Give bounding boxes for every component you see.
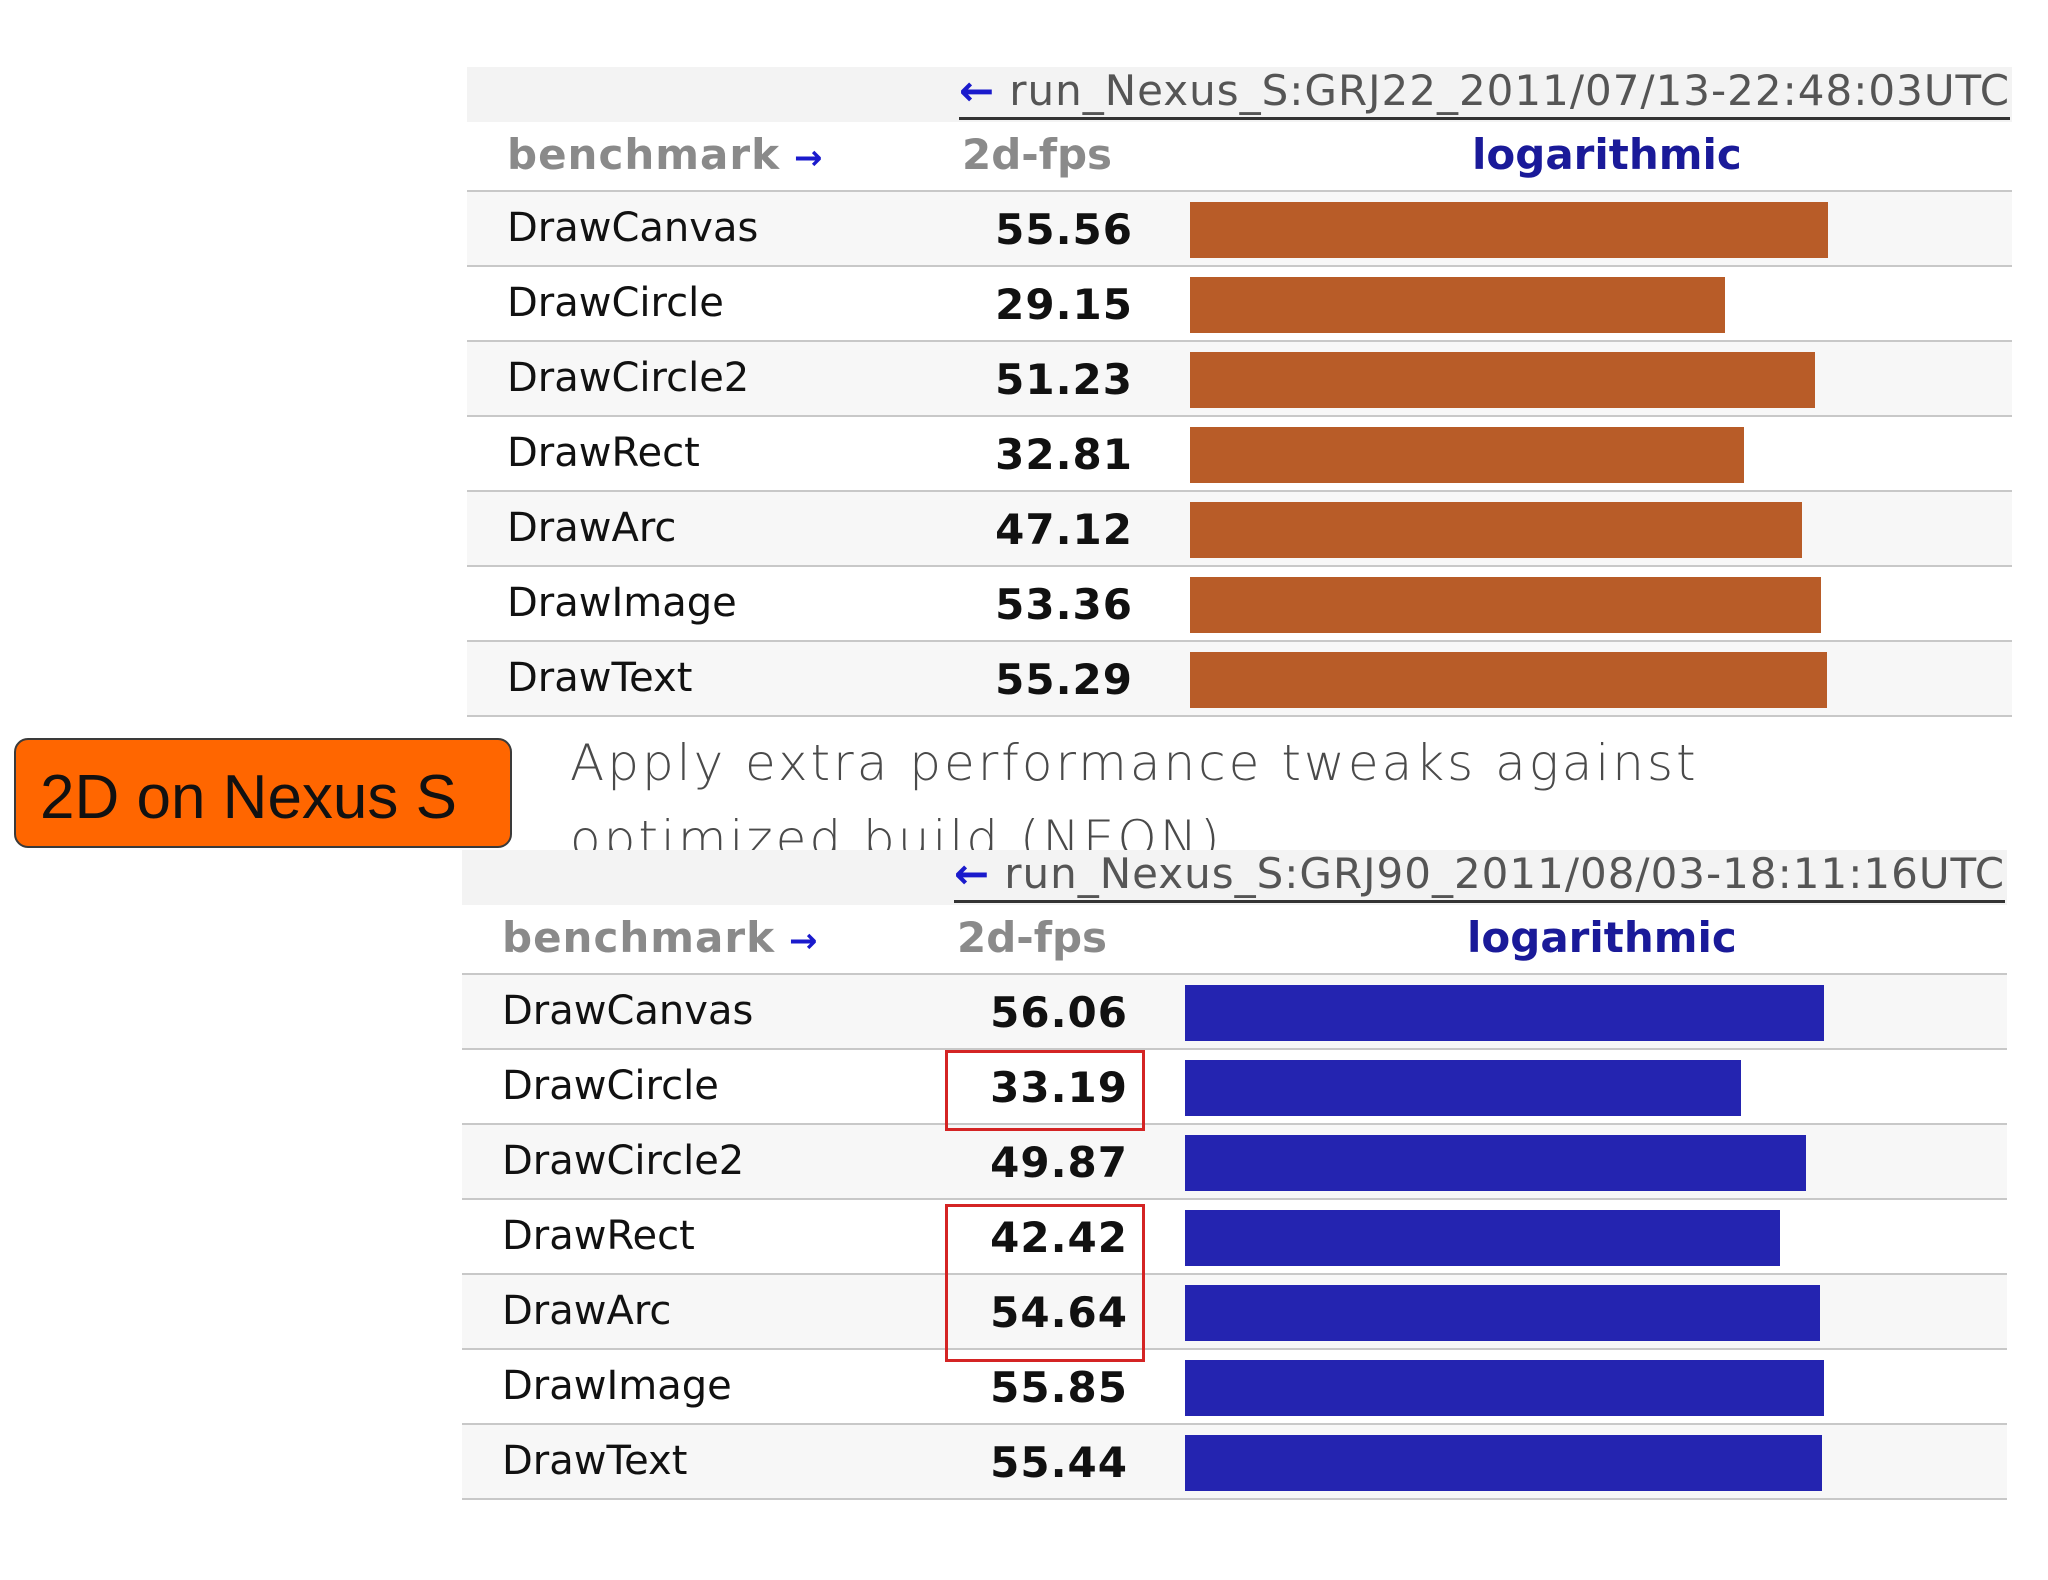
fps-value: 33.19 (990, 1063, 1128, 1112)
run-title: run_Nexus_S:GRJ90_2011/08/03-18:11:16UTC (1004, 849, 2006, 898)
run-link[interactable]: ← run_Nexus_S:GRJ90_2011/08/03-18:11:16UT… (954, 849, 2006, 903)
table-row: DrawRect 42.42 (462, 1200, 2007, 1275)
bar (1190, 352, 1815, 408)
slide-label-box: 2D on Nexus S (14, 738, 512, 848)
fps-value: 42.42 (990, 1213, 1128, 1262)
fps-value: 51.23 (995, 355, 1133, 404)
benchmark-column-header[interactable]: benchmark → (502, 913, 819, 962)
column-header-row: benchmark → 2d-fps logarithmic (462, 905, 2007, 975)
metric-column-header[interactable]: 2d-fps (957, 913, 1108, 962)
bar-track (1185, 1285, 1835, 1341)
benchmark-name: DrawCircle (507, 280, 724, 326)
scale-column-header[interactable]: logarithmic (1472, 130, 1742, 179)
table-row: DrawCanvas 56.06 (462, 975, 2007, 1050)
bar (1190, 502, 1802, 558)
benchmark-name: DrawCircle2 (502, 1138, 745, 1184)
highlight-box (945, 1050, 1145, 1131)
table-row: DrawArc 47.12 (467, 492, 2012, 567)
fps-value: 55.85 (990, 1363, 1128, 1412)
bar (1190, 277, 1726, 333)
benchmark-name: DrawCircle (502, 1063, 719, 1109)
benchmark-name: DrawCanvas (502, 988, 754, 1034)
table-row: DrawCircle 33.19 (462, 1050, 2007, 1125)
bar (1185, 1435, 1823, 1491)
bar (1185, 1210, 1780, 1266)
bar (1185, 1060, 1741, 1116)
bar (1190, 427, 1745, 483)
benchmark-name: DrawRect (507, 430, 700, 476)
bar-track (1185, 1210, 1835, 1266)
run-title: run_Nexus_S:GRJ22_2011/07/13-22:48:03UTC (1009, 66, 2011, 115)
bar-track (1185, 1435, 1835, 1491)
scale-column-header[interactable]: logarithmic (1467, 913, 1737, 962)
table-row: DrawText 55.29 (467, 642, 2012, 717)
benchmark-name: DrawCanvas (507, 205, 759, 251)
table-rows: DrawCanvas 56.06 DrawCircle 33.19 DrawCircle… (462, 975, 2007, 1500)
bar-track (1190, 202, 1840, 258)
table-row: DrawCircle 29.15 (467, 267, 2012, 342)
fps-value: 49.87 (990, 1138, 1128, 1187)
fps-value: 32.81 (995, 430, 1133, 479)
bar-track (1190, 652, 1840, 708)
bar-track (1190, 352, 1840, 408)
table-row: DrawText 55.44 (462, 1425, 2007, 1500)
benchmark-name: DrawImage (507, 580, 737, 626)
bar (1185, 1360, 1824, 1416)
fps-value: 55.44 (990, 1438, 1128, 1487)
sort-arrow-icon: → (794, 138, 824, 178)
fps-value: 56.06 (990, 988, 1128, 1037)
sort-arrow-icon: → (789, 921, 819, 961)
bar (1190, 652, 1828, 708)
table-row: DrawImage 55.85 (462, 1350, 2007, 1425)
back-arrow-icon: ← (959, 66, 996, 115)
benchmark-column-header[interactable]: benchmark → (507, 130, 824, 179)
run-header: ← run_Nexus_S:GRJ90_2011/08/03-18:11:16UT… (462, 850, 2007, 905)
table-row: DrawCanvas 55.56 (467, 192, 2012, 267)
bar (1190, 577, 1822, 633)
bar-track (1185, 1360, 1835, 1416)
fps-value: 55.56 (995, 205, 1133, 254)
bar (1185, 1135, 1806, 1191)
fps-value: 47.12 (995, 505, 1133, 554)
bar (1185, 985, 1825, 1041)
table-row: DrawCircle2 51.23 (467, 342, 2012, 417)
table-row: DrawCircle2 49.87 (462, 1125, 2007, 1200)
slide-label: 2D on Nexus S (40, 763, 457, 832)
table-row: DrawRect 32.81 (467, 417, 2012, 492)
benchmark-name: DrawRect (502, 1213, 695, 1259)
benchmark-name: DrawArc (507, 505, 677, 551)
table-row: DrawImage 53.36 (467, 567, 2012, 642)
fps-value: 53.36 (995, 580, 1133, 629)
bar-track (1190, 277, 1840, 333)
slide: ← run_Nexus_S:GRJ22_2011/07/13-22:48:03UT… (14, 67, 2012, 1500)
benchmark-name: DrawText (502, 1438, 688, 1484)
bar-track (1185, 1135, 1835, 1191)
benchmark-table-top: ← run_Nexus_S:GRJ22_2011/07/13-22:48:03UT… (467, 67, 2012, 797)
fps-value: 55.29 (995, 655, 1133, 704)
benchmark-name: DrawText (507, 655, 693, 701)
table-row: DrawArc 54.64 (462, 1275, 2007, 1350)
column-header-row: benchmark → 2d-fps logarithmic (467, 122, 2012, 192)
benchmark-name: DrawArc (502, 1288, 672, 1334)
fps-value: 29.15 (995, 280, 1133, 329)
table-rows: DrawCanvas 55.56 DrawCircle 29.15 DrawCircle… (467, 192, 2012, 717)
run-header: ← run_Nexus_S:GRJ22_2011/07/13-22:48:03UT… (467, 67, 2012, 122)
benchmark-name: DrawImage (502, 1363, 732, 1409)
bar-track (1190, 502, 1840, 558)
back-arrow-icon: ← (954, 849, 991, 898)
bar-track (1190, 577, 1840, 633)
benchmark-name: DrawCircle2 (507, 355, 750, 401)
run-link[interactable]: ← run_Nexus_S:GRJ22_2011/07/13-22:48:03UT… (959, 66, 2011, 120)
bar-track (1185, 1060, 1835, 1116)
metric-column-header[interactable]: 2d-fps (962, 130, 1113, 179)
highlight-box (945, 1204, 1145, 1362)
caption: Apply extra performance tweaks against o… (570, 734, 1699, 868)
bar (1185, 1285, 1821, 1341)
bar (1190, 202, 1828, 258)
benchmark-table-bottom: ← run_Nexus_S:GRJ90_2011/08/03-18:11:16UT… (462, 850, 2007, 1580)
bar-track (1185, 985, 1835, 1041)
bar-track (1190, 427, 1840, 483)
fps-value: 54.64 (990, 1288, 1128, 1337)
